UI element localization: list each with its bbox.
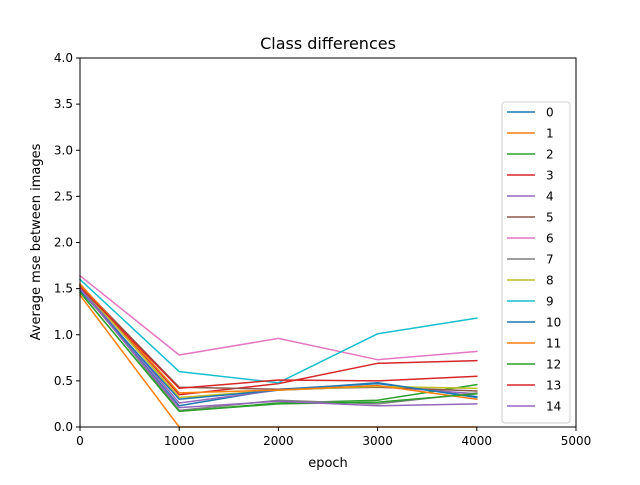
- y-axis-label: Average mse between images: [29, 143, 44, 340]
- x-tick-label: 3000: [362, 434, 393, 448]
- legend-label-11: 11: [546, 337, 561, 351]
- y-tick-label: 0.5: [54, 374, 73, 388]
- series-line-13: [78, 285, 478, 390]
- legend-box: [501, 101, 571, 424]
- x-tick-label: 2000: [263, 434, 294, 448]
- legend-label-1: 1: [546, 127, 554, 141]
- legend-label-2: 2: [546, 148, 554, 162]
- series-layer: [78, 274, 478, 428]
- series-line-14: [78, 287, 478, 409]
- legend-label-4: 4: [546, 190, 554, 204]
- x-tick-label: 0: [76, 434, 84, 448]
- series-line-11: [78, 282, 478, 401]
- series-line-7: [78, 285, 478, 412]
- legend-label-9: 9: [546, 295, 554, 309]
- x-tick-label: 4000: [462, 434, 493, 448]
- x-axis-label: epoch: [308, 456, 348, 471]
- y-tick-label: 2.0: [54, 236, 73, 250]
- x-tick-label: 1000: [164, 434, 195, 448]
- y-tick-label: 3.0: [54, 143, 73, 157]
- legend-label-6: 6: [546, 232, 554, 246]
- y-tick-label: 0.0: [54, 420, 73, 434]
- chart-title: Class differences: [260, 34, 396, 53]
- legend-label-10: 10: [546, 316, 561, 330]
- series-line-5: [78, 283, 478, 392]
- series-line-9: [78, 278, 478, 384]
- series-line-12: [78, 291, 478, 413]
- series-line-3: [78, 282, 478, 396]
- x-tick-label: 5000: [561, 434, 592, 448]
- y-tick-label: 3.5: [54, 97, 73, 111]
- legend-label-5: 5: [546, 211, 554, 225]
- legend-label-14: 14: [546, 400, 561, 414]
- y-tick-label: 2.5: [54, 189, 73, 203]
- legend-label-3: 3: [546, 169, 554, 183]
- legend-label-12: 12: [546, 358, 561, 372]
- legend-label-8: 8: [546, 274, 554, 288]
- y-tick-label: 1.5: [54, 282, 73, 296]
- series-line-6: [78, 274, 478, 361]
- x-axis: 0 1000 2000 3000 4000 5000: [76, 427, 591, 448]
- y-tick-label: 1.0: [54, 328, 73, 342]
- y-axis: 0.0 0.5 1.0 1.5 2.0 2.5 3.0 3.5 4.0: [54, 51, 80, 434]
- y-tick-label: 4.0: [54, 51, 73, 65]
- legend-label-13: 13: [546, 379, 561, 393]
- legend-label-0: 0: [546, 106, 554, 120]
- legend-label-7: 7: [546, 253, 554, 267]
